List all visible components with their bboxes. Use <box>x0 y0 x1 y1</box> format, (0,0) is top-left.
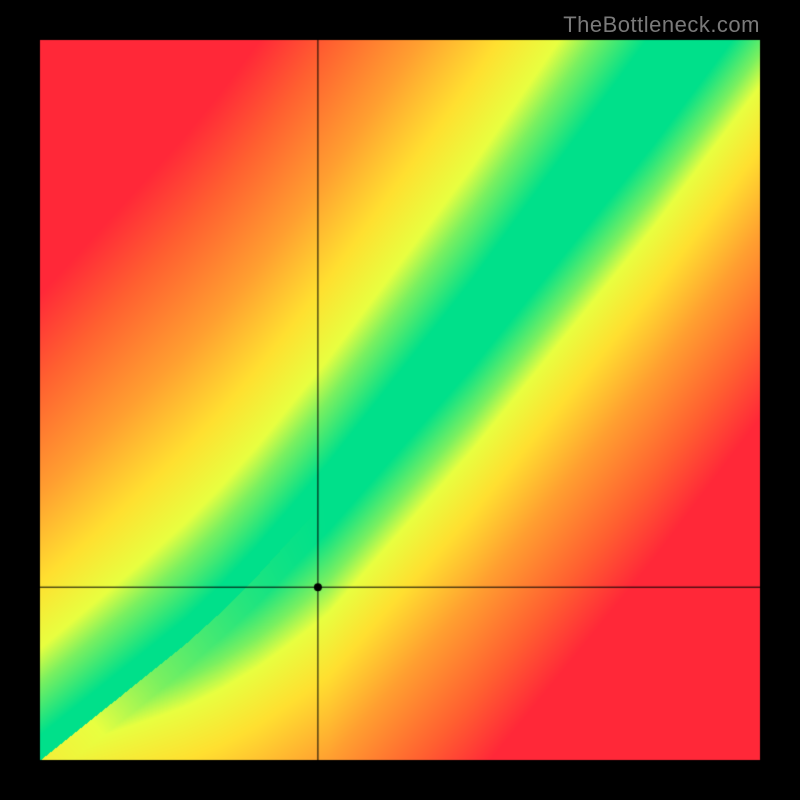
chart-container: TheBottleneck.com <box>0 0 800 800</box>
watermark-text: TheBottleneck.com <box>563 12 760 38</box>
bottleneck-heatmap <box>0 0 800 800</box>
